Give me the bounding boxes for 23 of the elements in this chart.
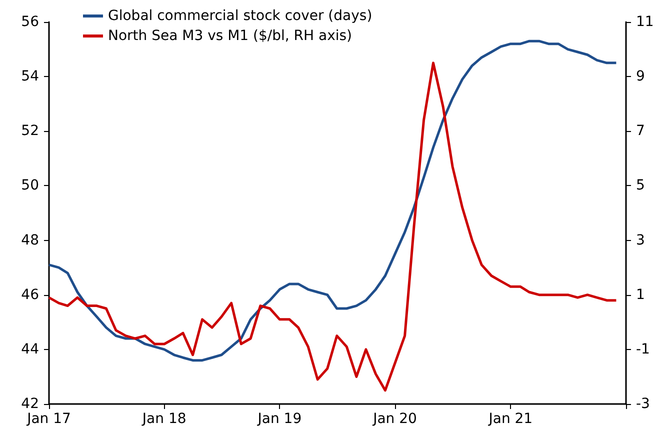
x-tick-label: Jan 18 (141, 411, 186, 427)
y-tick-label: 50 (21, 178, 39, 194)
y2-tick-label: 11 (636, 14, 654, 30)
y-tick-label: 54 (21, 68, 40, 85)
y-tick-label: 46 (21, 286, 40, 303)
legend-label: Global commercial stock cover (days) (108, 8, 372, 24)
y2-tick-label: 3 (636, 232, 645, 248)
y-tick-label: 56 (21, 14, 40, 30)
x-tick-label: Jan 21 (488, 411, 533, 427)
y2-tick-label: 1 (636, 286, 645, 303)
y-tick-label: 42 (21, 396, 39, 412)
y2-tick-label: -1 (636, 341, 650, 358)
y-tick-label: 44 (21, 341, 40, 358)
y2-tick-label: 9 (636, 68, 645, 85)
y-tick-label: 52 (21, 123, 39, 140)
x-tick-label: Jan 17 (26, 411, 71, 427)
y-tick-label: 48 (21, 232, 39, 248)
y2-tick-label: -3 (636, 396, 650, 412)
y2-tick-label: 5 (636, 178, 645, 194)
x-tick-label: Jan 19 (256, 411, 302, 427)
x-tick-label: Jan 20 (372, 411, 417, 427)
legend-label: North Sea M3 vs M1 ($/bl, RH axis) (108, 28, 352, 44)
y2-tick-label: 7 (636, 123, 645, 140)
